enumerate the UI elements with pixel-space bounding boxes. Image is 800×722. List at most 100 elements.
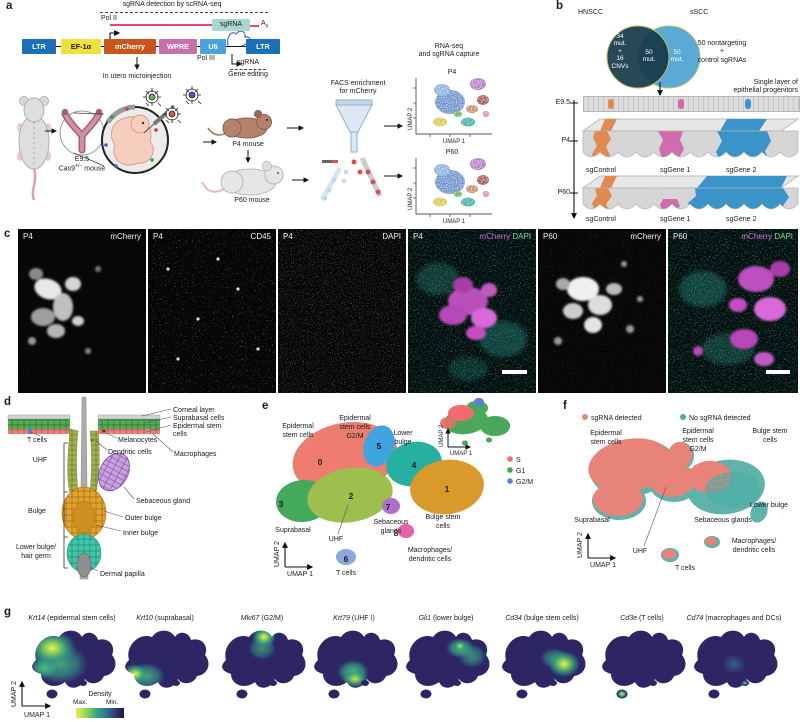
time-label: P60 — [673, 232, 688, 241]
p60-sgcontrol-clone — [592, 188, 612, 209]
inset-umap1-label: UMAP 1 — [450, 451, 473, 457]
panel-label-d: d — [4, 396, 12, 408]
epidermal-stem-label-2: cells — [173, 431, 188, 438]
gene-title-krt79: Krt79 (UHF I) — [333, 615, 375, 622]
outer-bulge-label: Outer bulge — [125, 515, 162, 522]
cluster-number-0: 0 — [318, 457, 323, 467]
macrophage-satellite — [172, 680, 180, 686]
cluster-number-4: 4 — [412, 460, 417, 470]
transcript-line — [110, 24, 212, 26]
bulge-stem-label-1: Bulge stem — [425, 514, 460, 521]
esc-label-1: Epidermal — [282, 423, 314, 430]
density-label: Density — [88, 691, 112, 698]
gene-title-gli1: Gli1 (lower bulge) — [418, 615, 474, 622]
bulge-label: Bulge — [28, 508, 46, 515]
p4-sgcontrol-label: sgControl — [586, 167, 616, 174]
feature-plot-cd74 — [694, 630, 778, 699]
p4-mouse-icon — [207, 110, 272, 139]
t-cells-label: T cells — [27, 437, 48, 444]
t-cell-satellite — [328, 689, 340, 699]
sebaceous-gland-region — [98, 452, 130, 492]
micrograph-p4-mcherry: P4 mCherry — [18, 229, 146, 393]
epidermis-right — [97, 414, 161, 434]
t-cell-satellite — [139, 689, 151, 699]
p60-umap-plot: P60 UMAP 2 UMAP 1 — [408, 149, 492, 225]
lower-bulge-label-1: Lower bulge/ — [16, 544, 56, 551]
timeline-p60: P60 — [557, 189, 570, 196]
umap2-label: UMAP 2 — [577, 532, 584, 558]
feature-plot-mki67 — [222, 630, 306, 699]
p60-sgcontrol-label: sgControl — [586, 216, 616, 223]
cluster-number-2: 2 — [349, 491, 354, 501]
panel-label-f: f — [563, 400, 567, 412]
corneal-layer-label: Corneal layer — [173, 407, 215, 414]
macrophage-satellite — [269, 680, 277, 686]
sgrna-edit-label: sgRNA — [236, 59, 260, 66]
cluster-number-6: 6 — [344, 554, 349, 564]
scale-bar — [502, 370, 527, 374]
cluster-numbers: 0 1 2 3 4 5 6 7 8 — [279, 441, 450, 564]
p4-sggene2-clone — [716, 131, 771, 157]
esc-label-2: stem cells — [590, 439, 622, 446]
p60-mouse-label: P60 mouse — [234, 197, 270, 204]
inner-bulge-label: Inner bulge — [123, 530, 158, 537]
dendritic-label: Dendritic cells — [108, 449, 152, 456]
legend-g2m-label: G2/M — [516, 479, 533, 486]
dermal-papilla-region — [76, 552, 92, 578]
micrograph-p4-cd45: P4 CD45 — [148, 229, 276, 393]
esc-label-2: stem cells — [282, 432, 314, 439]
g2m-label-3: G2/M — [346, 433, 363, 440]
uterus-icon — [59, 108, 105, 156]
region-bracket — [63, 442, 68, 569]
umap-axes: UMAP 2 UMAP 1 — [274, 541, 314, 578]
panel-label-a: a — [6, 0, 13, 12]
panel-a-graphics: P4 UMAP 2 UMAP 1 P60 UMAP 2 UMAP 1 — [17, 29, 492, 225]
nontargeting-label: 50 nontargeting + control sgRNAs — [697, 40, 747, 64]
p60-sggene1-label: sgGene 1 — [660, 216, 691, 223]
macrophage-satellite — [361, 680, 369, 686]
g-umap-axes: UMAP 2 UMAP 1 — [11, 680, 52, 719]
g2m-label-3: G2/M — [689, 446, 706, 453]
inner-bulge-region — [72, 500, 96, 534]
e95-progenitor-strip — [583, 96, 800, 112]
legend-s-dot — [507, 456, 513, 462]
cluster-number-1: 1 — [445, 484, 450, 494]
t-cells-label: T cells — [336, 570, 357, 577]
time-label: P4 — [413, 232, 423, 241]
panel-b-graphics — [570, 25, 800, 220]
sgrna-edit-dash — [230, 69, 266, 70]
g2m-label-1: Epidermal — [339, 415, 371, 422]
esc-label-1: Epidermal — [590, 430, 622, 437]
label-lines — [30, 408, 174, 572]
t-cells-label: T cells — [675, 565, 696, 572]
adult-mouse-icon — [17, 96, 51, 201]
umap-axes: UMAP 2 UMAP 1 — [577, 532, 617, 569]
cluster-number-7: 7 — [386, 502, 391, 512]
e95-sgcontrol-cell — [608, 98, 614, 109]
panel-label-c: c — [4, 228, 11, 240]
hnscc-label: HNSCC — [578, 9, 603, 16]
umap1-label: UMAP 1 — [287, 571, 313, 578]
cluster-labels: Epidermal stem cells Epidermal stem cell… — [574, 428, 788, 572]
suprabasal-label: Suprabasal — [275, 527, 311, 534]
venn-hnscc-circle — [606, 25, 670, 89]
sebaceous-label-2: glands — [381, 528, 402, 535]
sgrna-legend: sgRNA detected No sgRNA detected — [582, 414, 751, 422]
facs-funnel-icon — [319, 99, 383, 202]
p60-umap-ylabel: UMAP 2 — [408, 187, 414, 210]
macrophage-satellite — [453, 680, 461, 686]
pol2-label: Pol II — [101, 15, 117, 22]
density-max-label: Max. — [73, 699, 88, 706]
gland-duct-mark — [103, 450, 111, 458]
p4-umap-plot: P4 UMAP 2 UMAP 1 — [408, 69, 492, 145]
micrograph-content — [408, 229, 536, 393]
cluster-number-5: 5 — [377, 441, 382, 451]
stain-label: mCherry DAPI — [479, 232, 531, 241]
macrophage-satellite — [549, 680, 557, 686]
feature-plot-krt79 — [314, 630, 398, 699]
t-cell-satellite — [708, 689, 720, 699]
cas9-mouse-label: E9.5 Cas9+/− mouse — [58, 156, 106, 173]
facs-label: FACS enrichment for mCherry — [330, 80, 386, 96]
macrophage-satellite — [649, 680, 657, 686]
